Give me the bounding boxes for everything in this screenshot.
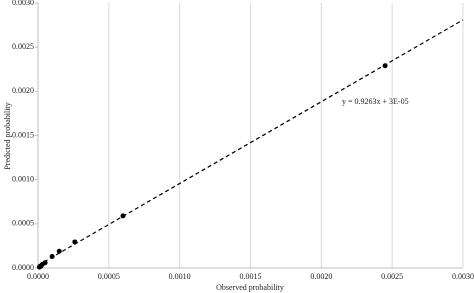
x-axis-label: Observed probability [216, 283, 284, 292]
trendline [37, 19, 464, 266]
trendline-label: y = 0.9263x + 3E-05 [342, 97, 409, 106]
y-tick-label: 0.0005 [12, 219, 34, 228]
y-tick-label: 0.0030 [12, 0, 34, 7]
point [72, 239, 78, 245]
x-tick-label: 0.0005 [98, 272, 120, 281]
y-tick-label: 0.0015 [12, 130, 34, 139]
y-tick-label: 0.0020 [12, 86, 34, 95]
point [56, 248, 62, 254]
point [36, 264, 42, 270]
x-tick-label: 0.0025 [381, 272, 403, 281]
point [382, 63, 388, 69]
y-axis-label: Predicted probability [3, 102, 12, 169]
y-tick-label: 0.0010 [12, 174, 34, 183]
x-tick-label: 0.0010 [169, 272, 191, 281]
x-tick-label: 0.0000 [27, 272, 49, 281]
x-tick-label: 0.0015 [240, 272, 262, 281]
x-tick-label: 0.0030 [452, 272, 474, 281]
x-tick-label: 0.0020 [310, 272, 332, 281]
y-tick-label: 0.0000 [12, 263, 34, 272]
point [49, 254, 55, 260]
y-tick-label: 0.0025 [12, 42, 34, 51]
point [120, 213, 126, 219]
